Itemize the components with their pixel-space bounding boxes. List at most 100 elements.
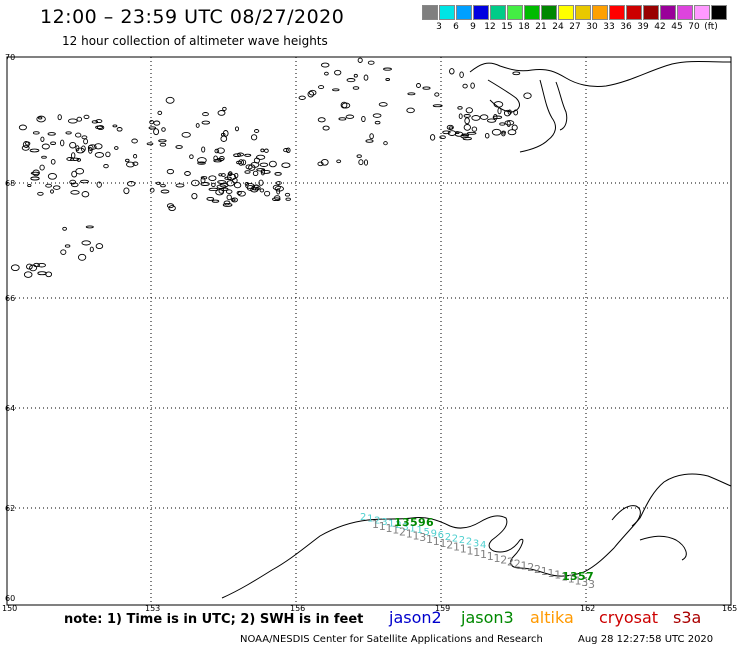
legend-cryosat: cryosat: [599, 608, 659, 627]
track-label: 1: [392, 524, 399, 537]
lake-outline: [449, 68, 455, 75]
lake-outline: [47, 132, 56, 136]
lake-outline: [76, 116, 83, 122]
lake-outline: [71, 182, 79, 188]
track-label: 2: [500, 554, 507, 567]
lake-outline: [158, 139, 167, 143]
lake-outline: [264, 148, 269, 153]
lake-outline: [231, 197, 238, 203]
lake-outline: [103, 163, 109, 169]
lake-outline: [358, 159, 364, 166]
lake-outline: [70, 190, 80, 195]
lon-label-159: 159: [435, 604, 450, 613]
lake-outline: [493, 101, 504, 108]
track-label: 2: [527, 561, 534, 574]
lake-outline: [96, 181, 102, 188]
lake-outline: [446, 124, 454, 130]
scale-swatch: [541, 5, 557, 20]
track-label: 9: [431, 529, 437, 540]
scale-label: 70: [688, 22, 700, 32]
track-label: 1: [467, 544, 474, 557]
lake-outline: [80, 179, 89, 184]
lake-outline: [336, 159, 342, 164]
legend-s3a: s3a: [673, 608, 702, 627]
lake-outline: [132, 161, 139, 166]
scale-swatch: [490, 5, 506, 20]
lake-outline: [486, 118, 497, 123]
lake-outline: [244, 182, 250, 186]
lake-outline: [422, 86, 431, 90]
lake-outline: [45, 183, 52, 188]
scale-swatch: [575, 5, 591, 20]
scale-swatch: [592, 5, 608, 20]
lake-outline: [253, 129, 260, 133]
generated-timestamp: Aug 28 12:27:58 UTC 2020: [578, 634, 714, 645]
lake-outline: [197, 157, 207, 164]
lake-outline: [81, 145, 86, 152]
track-label: 1: [554, 569, 561, 582]
legend-altika: altika: [530, 608, 574, 627]
lake-outline: [250, 134, 258, 141]
lake-outline: [195, 123, 200, 128]
lake-outline: [507, 109, 512, 115]
lake-outline: [345, 114, 355, 119]
lake-outline: [213, 155, 218, 161]
track-label: 7: [586, 570, 594, 583]
scale-label: 27: [569, 22, 581, 32]
track-label: 1: [409, 524, 415, 535]
footer-note: note: 1) Time is in UTC; 2) SWH is in fe…: [64, 612, 364, 627]
lake-outline: [77, 253, 87, 261]
lake-outline: [96, 125, 105, 131]
lake-outline: [471, 126, 478, 132]
track-label: 1: [379, 520, 386, 533]
lake-outline: [324, 71, 329, 76]
lake-outline: [275, 181, 282, 185]
lake-outline: [29, 148, 40, 153]
lake-outline: [231, 198, 236, 202]
track-label: 1: [487, 550, 494, 563]
lake-outline: [222, 202, 233, 207]
scale-swatch: [694, 5, 710, 20]
lake-outline: [153, 120, 161, 126]
lake-outline: [407, 92, 416, 96]
credit-text: NOAA/NESDIS Center for Satellite Applica…: [240, 634, 543, 645]
lon-label-156: 156: [290, 604, 305, 613]
lake-outline: [83, 114, 90, 120]
track-label: 1: [426, 533, 433, 546]
lake-outline: [153, 128, 160, 136]
lake-outline: [367, 60, 375, 65]
lake-outline: [250, 187, 259, 193]
track-label: 1: [372, 518, 379, 531]
lake-outline: [37, 271, 47, 276]
lake-outline: [353, 73, 358, 78]
track-label: 1: [494, 552, 501, 565]
lake-outline: [491, 128, 502, 136]
lake-outline: [260, 148, 265, 153]
lake-outline: [50, 141, 57, 145]
lake-outline: [448, 126, 454, 130]
track-label: 2: [360, 512, 366, 523]
lake-outline: [149, 187, 155, 193]
lake-outline: [471, 115, 481, 121]
lake-outline: [157, 110, 163, 116]
lake-outline: [492, 115, 503, 120]
track-label: 1: [394, 516, 402, 529]
track-label: 1: [480, 548, 487, 561]
lake-outline: [439, 135, 446, 140]
scale-swatch: [609, 5, 625, 20]
legend-jason2: jason2: [389, 608, 442, 627]
track-label: 1: [417, 525, 423, 536]
lake-outline: [160, 184, 166, 188]
lake-outline: [256, 168, 266, 172]
lake-outline: [356, 154, 362, 158]
lake-outline: [85, 225, 94, 229]
lake-outline: [50, 158, 56, 165]
lake-outline: [21, 145, 30, 151]
lake-outline: [258, 179, 264, 186]
lake-outline: [218, 173, 223, 177]
altimeter-tracks: 2 1 2 3 1 2 3 1 1 5 9 6 2 2 2 2 3 41 1 1 1 2 1 1 3 1 1 1 2 1 1 1 1 1 1 1 2 2 2…: [360, 512, 595, 591]
lake-outline: [69, 179, 77, 185]
lake-outline: [191, 192, 198, 200]
lake-outline: [41, 143, 50, 150]
lon-label-165: 165: [722, 604, 737, 613]
